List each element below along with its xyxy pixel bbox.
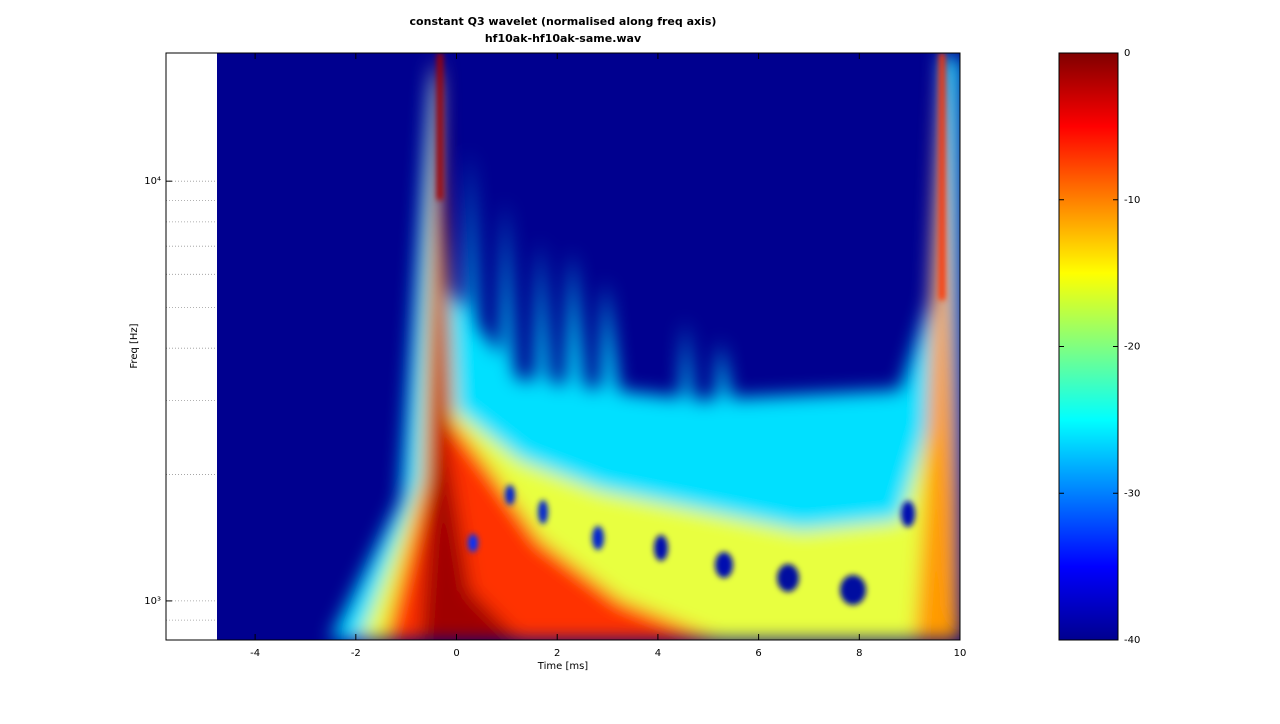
axes: 10³ 10⁴ -4 -2 0 2 4 6 8 10 — [144, 53, 966, 659]
x-tick-label: 0 — [453, 648, 459, 659]
chart-title: constant Q3 wavelet (normalised along fr… — [410, 15, 717, 28]
x-tick-label: 4 — [655, 648, 661, 659]
x-tick-label: 8 — [856, 648, 862, 659]
colorbar-scale — [1058, 52, 1119, 641]
chart-subtitle: hf10ak-hf10ak-same.wav — [485, 32, 642, 45]
y-tick-label: 10⁴ — [144, 176, 161, 187]
colorbar: 0 -10 -20 -30 -40 — [1058, 48, 1140, 646]
plot-frame — [165, 52, 961, 641]
heatmap — [217, 53, 960, 640]
colorbar-tick-label: -40 — [1124, 635, 1140, 646]
x-tick-label: -2 — [351, 648, 361, 659]
colorbar-tick-label: -30 — [1124, 488, 1140, 499]
colorbar-tick-label: -10 — [1124, 195, 1140, 206]
y-axis-label: Freq [Hz] — [129, 323, 140, 368]
colorbar-tick-label: 0 — [1124, 48, 1130, 59]
x-tick-label: 10 — [954, 648, 967, 659]
x-tick-label: 2 — [554, 648, 560, 659]
x-tick-label: 6 — [755, 648, 761, 659]
y-tick-label: 10³ — [144, 596, 161, 607]
x-tick-label: -4 — [250, 648, 260, 659]
x-axis-label: Time [ms] — [537, 661, 589, 672]
colorbar-tick-label: -20 — [1124, 342, 1140, 353]
